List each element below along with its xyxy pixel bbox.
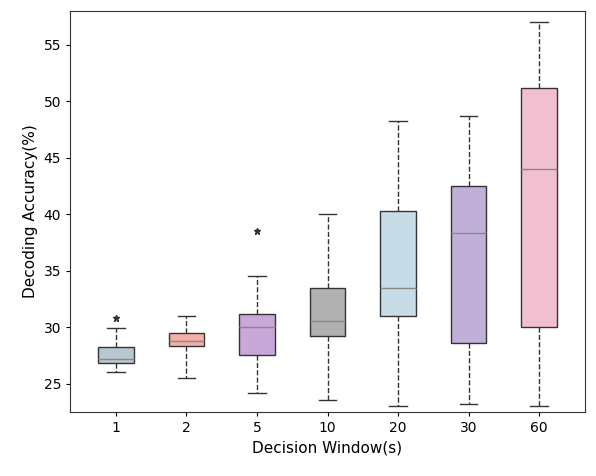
PathPatch shape bbox=[522, 88, 557, 327]
PathPatch shape bbox=[451, 186, 486, 343]
PathPatch shape bbox=[310, 288, 345, 336]
X-axis label: Decision Window(s): Decision Window(s) bbox=[253, 440, 402, 456]
PathPatch shape bbox=[169, 333, 204, 347]
PathPatch shape bbox=[380, 211, 415, 316]
Y-axis label: Decoding Accuracy(%): Decoding Accuracy(%) bbox=[23, 125, 38, 298]
PathPatch shape bbox=[98, 347, 134, 363]
PathPatch shape bbox=[240, 314, 275, 356]
